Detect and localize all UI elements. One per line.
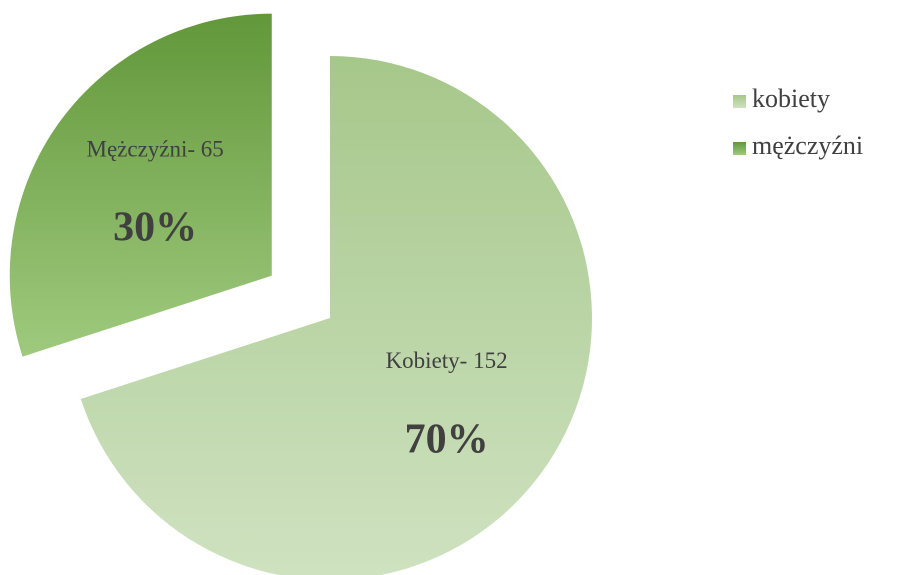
legend-swatch [733,95,746,108]
slice-label: Mężczyźni- 65 [87,136,224,161]
value-label: 30% [113,205,197,251]
legend-label: kobiety [752,84,830,113]
value-label: 70% [405,416,489,462]
pie-slice [80,56,592,575]
slice-label: Kobiety- 152 [386,348,508,373]
legend-label: mężczyźni [752,131,863,160]
pie-slice [9,13,272,357]
legend-swatch [733,142,746,155]
